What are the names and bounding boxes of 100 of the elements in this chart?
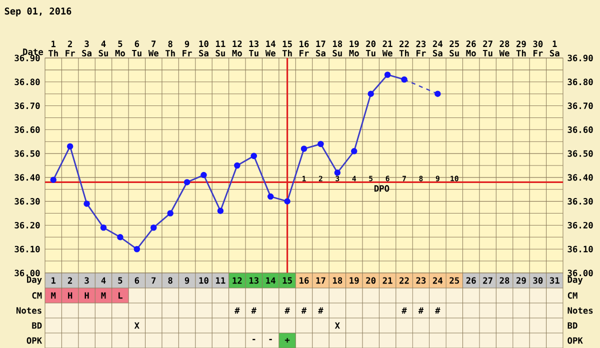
y-tick-label: 36.60 xyxy=(14,126,40,133)
x-tick-label: 20 xyxy=(366,277,376,284)
y2-tick-label: 36.00 xyxy=(568,270,593,276)
y-tick-label: Notes xyxy=(16,307,42,314)
x-tick-label: 29 xyxy=(516,277,526,284)
x-tick-label: 4 xyxy=(101,277,106,284)
x-tick-label: 19 Mo xyxy=(349,40,359,56)
y2-tick-label: 36.80 xyxy=(568,78,593,86)
x-axis-title: Date xyxy=(23,48,44,55)
y-tick-label: OPK xyxy=(26,337,42,344)
chart-title: Sep 01, 2016 xyxy=(4,7,72,16)
y-tick-label: CM xyxy=(32,292,42,299)
x-tick-label: 21 We xyxy=(382,40,392,56)
x-tick-label: 28 We xyxy=(499,40,510,56)
x-tick-label: 12 Mo xyxy=(232,40,242,56)
y-tick-label: 36.50 xyxy=(14,150,40,157)
x-tick-label: 13 xyxy=(249,277,259,284)
y2-tick-label: CM xyxy=(568,292,578,299)
text: H xyxy=(68,292,72,299)
text: - xyxy=(252,338,256,340)
x-tick-label: 22 xyxy=(400,277,409,284)
x-tick-label: 5 Mo xyxy=(115,40,125,56)
x-tick-label: 28 xyxy=(500,277,510,284)
x-tick-label: 30 Fr xyxy=(533,40,543,56)
x-tick-label: 17 Sa xyxy=(316,40,326,56)
x-tick-label: 26 Mo xyxy=(466,40,476,56)
x-tick-label: 10 Sa xyxy=(199,40,208,56)
text: + xyxy=(284,338,290,342)
y2-tick-label: 36.40 xyxy=(568,174,593,181)
x-tick-label: 7 xyxy=(152,277,156,284)
text: X xyxy=(334,322,340,329)
y-tick-label: 36.90 xyxy=(14,54,40,62)
text: # xyxy=(418,307,424,314)
text: # xyxy=(301,307,307,314)
text: # xyxy=(402,307,407,314)
x-tick-label: 12 xyxy=(232,277,242,284)
y2-tick-label: Notes xyxy=(568,307,593,314)
y2-tick-label: 36.70 xyxy=(568,102,593,109)
text: # xyxy=(234,307,240,314)
x-tick-label: 16 xyxy=(300,277,309,284)
text: # xyxy=(435,307,440,314)
x-tick-label: 14 xyxy=(266,277,276,284)
x-tick-label: 9 Fr xyxy=(182,40,192,56)
x-tick-label: 30 xyxy=(533,277,543,284)
x-tick-label: 13 Tu xyxy=(249,40,259,56)
x-tick-label: 23 xyxy=(416,277,426,284)
x-tick-label: 3 xyxy=(84,277,89,284)
x-tick-label: 4 Su xyxy=(98,40,108,56)
text: M xyxy=(101,292,106,299)
x-tick-label: 6 xyxy=(134,277,140,284)
x-tick-label: 18 xyxy=(333,277,342,284)
y-tick-label: 36.30 xyxy=(14,198,40,204)
x-tick-label: 5 xyxy=(118,277,122,284)
x-tick-label: 14 We xyxy=(265,40,276,56)
y-tick-label: Day xyxy=(27,276,42,284)
y-tick-label: BD xyxy=(32,322,42,329)
y-tick-label: 36.70 xyxy=(14,102,40,109)
x-tick-label: 21 xyxy=(382,277,392,284)
x-tick-label: 8 xyxy=(168,277,172,284)
x-tick-label: 6 Tu xyxy=(132,40,142,56)
y2-tick-label: 36.10 xyxy=(568,246,593,252)
y2-tick-label: 36.50 xyxy=(568,150,593,157)
x-tick-label: 29 Th xyxy=(516,40,526,56)
x-tick-label: 25 Su xyxy=(450,40,460,56)
x-tick-label: 1 xyxy=(52,277,56,284)
y-tick-label: 36.00 xyxy=(14,270,40,276)
x-tick-label: 10 xyxy=(199,277,208,284)
text: # xyxy=(318,307,324,314)
text: # xyxy=(284,307,290,314)
x-tick-label: 22 Th xyxy=(399,40,409,56)
y2-tick-label: 36.30 xyxy=(568,198,593,204)
y-tick-label: 36.10 xyxy=(14,246,40,252)
x-tick-label: 1 Th xyxy=(48,40,58,56)
x-tick-label: 7 We xyxy=(148,40,158,56)
x-tick-label: 1 Sa xyxy=(550,40,560,56)
ref-line-label: DPO xyxy=(374,185,390,192)
text: # xyxy=(251,307,256,314)
x-tick-label: 15 xyxy=(282,277,292,284)
y-tick-label: 36.20 xyxy=(14,222,40,228)
x-tick-label: 24 xyxy=(432,277,443,284)
x-tick-label: 11 Su xyxy=(216,40,226,56)
x-tick-label: 27 xyxy=(483,277,492,284)
x-tick-label: 16 Fr xyxy=(300,40,309,56)
y-tick-label: 36.80 xyxy=(14,78,40,86)
x-tick-label: 24 Sa xyxy=(432,40,443,56)
y2-tick-label: 36.60 xyxy=(568,126,593,133)
x-tick-label: 20 Tu xyxy=(366,40,376,56)
x-tick-label: 27 Tu xyxy=(482,40,492,56)
x-tick-label: 17 xyxy=(316,277,326,284)
x-tick-label: 19 xyxy=(350,277,359,284)
x-tick-label: 18 Su xyxy=(332,40,342,56)
x-tick-label: 26 xyxy=(466,277,476,284)
y2-tick-label: BD xyxy=(568,322,578,329)
y2-tick-label: 36.90 xyxy=(568,54,593,62)
text: - xyxy=(269,338,272,340)
x-tick-label: 11 xyxy=(216,277,226,284)
y2-tick-label: 36.20 xyxy=(568,222,593,228)
x-tick-label: 31 xyxy=(550,277,560,284)
x-tick-label: 9 xyxy=(184,277,190,284)
text: X xyxy=(134,322,140,329)
